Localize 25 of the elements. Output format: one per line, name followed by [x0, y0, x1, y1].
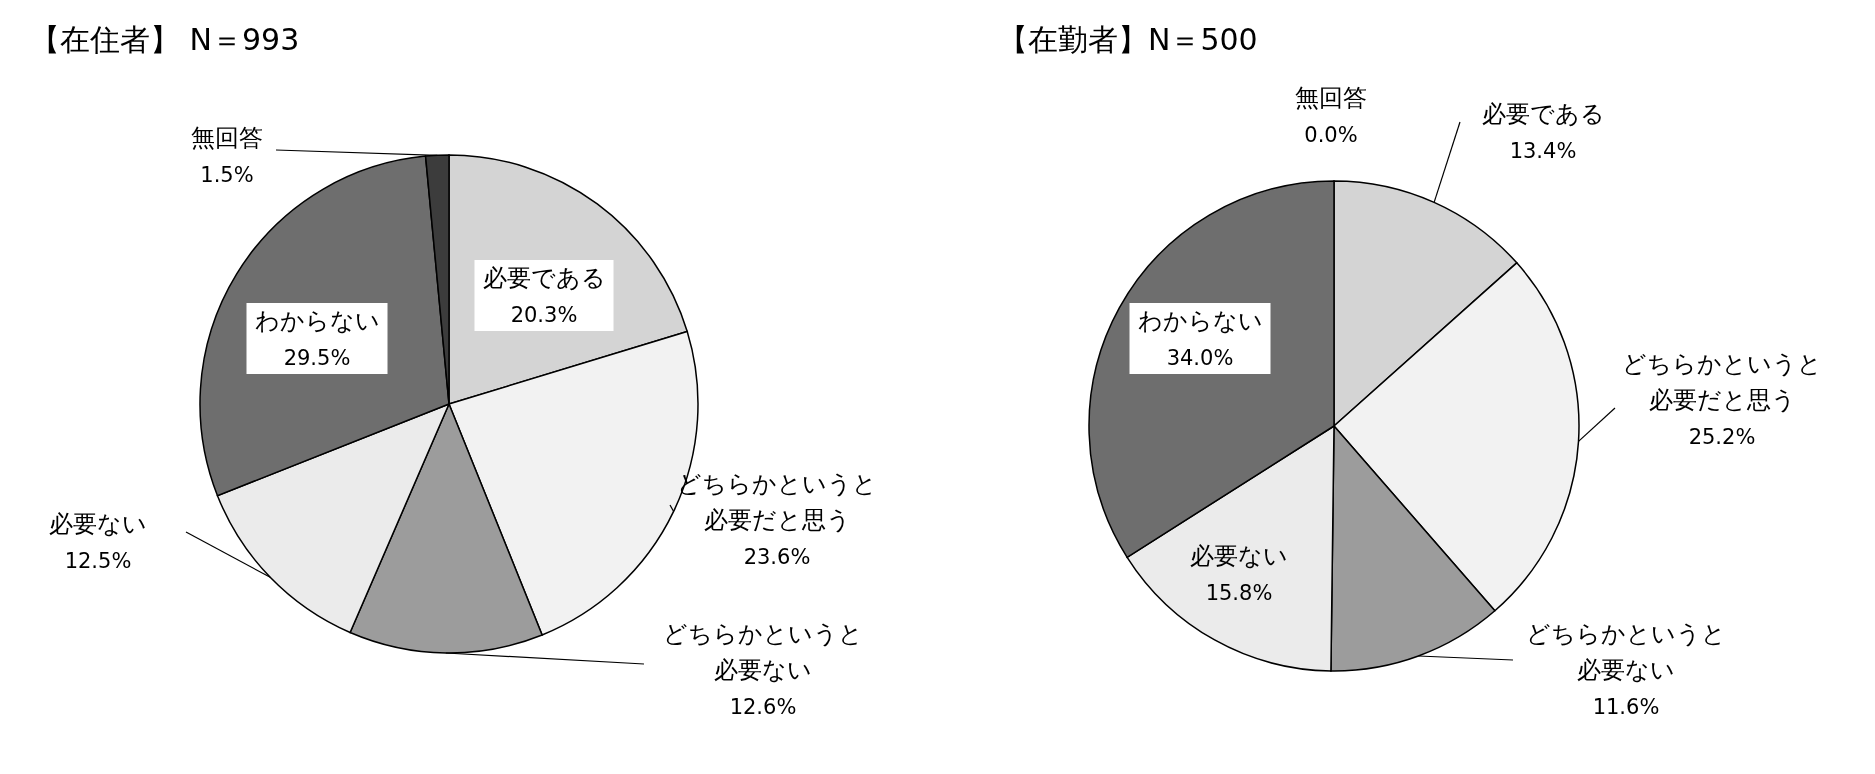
- text: 0.0%: [1304, 123, 1358, 147]
- slice-label: 必要ない: [49, 510, 147, 538]
- data-label: 25.2%: [1688, 425, 1756, 449]
- chart-title: 【在勤者】N＝500: [998, 22, 1258, 57]
- slice-label: わからない: [254, 307, 380, 335]
- data-label: 29.5%: [283, 346, 351, 370]
- data-label: 20.3%: [510, 303, 578, 327]
- slice-label: 必要ない: [1190, 542, 1288, 570]
- slice-label: 必要である: [1481, 100, 1605, 128]
- data-label: 1.5%: [200, 163, 254, 187]
- data-label: 13.4%: [1509, 139, 1577, 163]
- slice-label: 無回答: [191, 124, 263, 152]
- chart-title: 【在住者】 N＝993: [30, 22, 300, 57]
- data-label: 34.0%: [1166, 346, 1234, 370]
- data-label: 11.6%: [1592, 695, 1660, 719]
- data-label: 12.6%: [729, 695, 797, 719]
- slice-label: 必要である: [482, 264, 606, 292]
- slice-label: どちらかというと必要ない: [663, 620, 863, 684]
- data-label: 23.6%: [743, 545, 811, 569]
- slice-label: どちらかというと必要だと思う: [1622, 350, 1822, 414]
- slice-label: どちらかというと必要ない: [1526, 620, 1726, 684]
- data-label: 15.8%: [1205, 581, 1273, 605]
- category-label: 無回答: [1295, 84, 1367, 112]
- slice-label: わからない: [1137, 307, 1263, 335]
- data-label: 12.5%: [64, 549, 132, 573]
